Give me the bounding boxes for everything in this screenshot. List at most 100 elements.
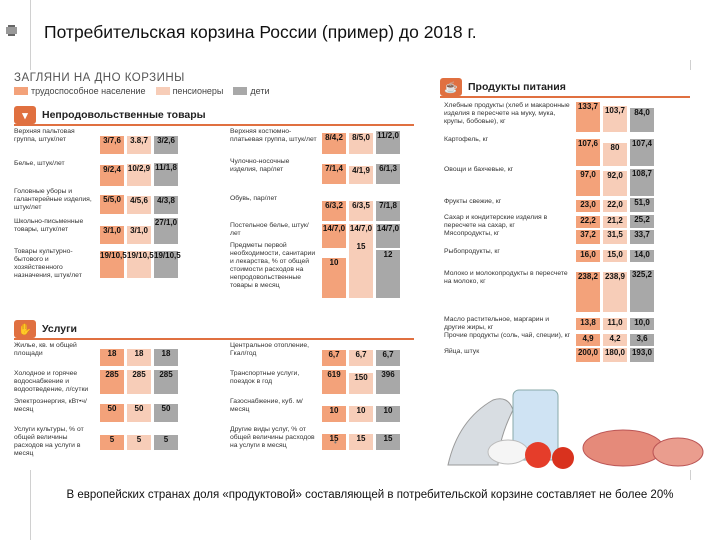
value-bar: 10 (322, 258, 346, 298)
value-label: 10 (329, 406, 339, 416)
legend-swatch (155, 87, 170, 95)
value-bar: 18 (100, 349, 124, 366)
value-label: 14/7,0 (349, 223, 373, 233)
value-label: 133,7 (577, 102, 599, 111)
sausage-icon (652, 437, 704, 467)
value-label: 7/1,8 (379, 200, 397, 210)
value-bar: 5 (154, 434, 178, 450)
slide-title: Потребительская корзина России (пример) … (44, 22, 477, 42)
row-bars: 13,8 11,0 10,0 (576, 316, 654, 330)
value-bar: 107,4 (630, 139, 654, 166)
value-bar: 238,2 (576, 271, 600, 312)
value-label: 5 (163, 434, 169, 444)
value-label: 3/7,6 (103, 136, 121, 146)
value-bar: 25,2 (630, 214, 654, 228)
value-label: 15 (329, 433, 339, 443)
value-label: 23,0 (580, 199, 596, 209)
value-bar: 14/7,0 (322, 223, 346, 248)
value-label: 3/2,6 (157, 136, 175, 146)
value-label: 10,0 (634, 318, 650, 327)
row-bars: 4,9 4,2 3,6 (576, 332, 654, 346)
value-label: 15 (356, 242, 366, 251)
value-bar: 11/1,8 (154, 163, 178, 186)
value-bar: 50 (154, 403, 178, 422)
value-bar: 19/10,5 (127, 250, 154, 278)
value-bar: 107,6 (576, 139, 600, 166)
row-label: Овощи и бахчевые, кг (444, 166, 514, 173)
value-label: 8/4,2 (325, 133, 343, 143)
value-label: 10 (383, 406, 393, 416)
value-bar: 3/7,6 (100, 136, 124, 154)
value-bar: 8/5,0 (349, 133, 373, 154)
value-bar: 80 (603, 142, 627, 166)
value-label: 6,7 (328, 350, 340, 360)
services-header: ✋ Услуги (14, 320, 414, 340)
value-bar: 396 (376, 370, 400, 394)
value-bar: 84,0 (630, 108, 654, 132)
value-bar: 31,5 (603, 230, 627, 244)
legend-working: трудоспособное население (14, 86, 146, 96)
legend: трудоспособное население пенсионеры дети (14, 86, 270, 96)
value-label: 16,0 (580, 250, 596, 259)
value-bar: 103,7 (603, 105, 627, 132)
value-label: 18 (107, 349, 117, 359)
row-bars: 18 18 18 (100, 342, 178, 366)
row-bars: 107,6 80 107,4 (576, 136, 654, 166)
value-label: 103,7 (604, 105, 626, 115)
value-bar: 18 (127, 349, 151, 366)
value-label: 3,6 (636, 334, 648, 343)
row-label: Транспортные услуги, поездок в год (230, 370, 300, 385)
value-label: 3.8,7 (130, 135, 148, 145)
value-bar: 3/2,6 (154, 136, 178, 154)
value-bar: 3,6 (630, 334, 654, 346)
row-label: Услуги культуры, % от общей величины рас… (14, 426, 84, 457)
value-label: 5/5,0 (103, 195, 121, 204)
value-bar: 22,0 (603, 199, 627, 212)
value-bar: 21,2 (603, 216, 627, 228)
value-bar: 4,9 (576, 334, 600, 346)
value-label: 6/3,5 (352, 201, 370, 211)
value-bar: 285 (154, 370, 178, 394)
value-label: 5 (109, 434, 115, 444)
value-bar: 150 (349, 372, 373, 394)
value-label: 107,6 (577, 139, 599, 149)
slide-bullet-icon (6, 25, 17, 36)
value-label: 15 (356, 433, 366, 443)
value-label: 84,0 (634, 108, 650, 118)
value-bar: 97,0 (576, 170, 600, 196)
value-bar: 133,7 (576, 102, 600, 132)
value-label: 15 (383, 433, 393, 443)
row-label: Верхняя пальтовая группа, штук/лет (14, 128, 75, 143)
row-bars: 23,0 22,0 51,9 (576, 198, 654, 212)
food-header: ☕ Продукты питания (440, 78, 690, 98)
tomato-icon (525, 442, 551, 468)
value-bar: 15 (376, 433, 400, 450)
row-label: Масло растительное, маргарин и другие жи… (444, 316, 550, 331)
value-bar: 6/3,5 (349, 201, 373, 221)
value-label: 6,7 (355, 350, 367, 360)
value-label: 200,0 (577, 348, 599, 357)
legend-pensioners: пенсионеры (155, 86, 223, 96)
row-label: Хлебные продукты (хлеб и макаронные изде… (444, 102, 570, 125)
row-label: Картофель, кг (444, 136, 489, 143)
value-label: 3/1,0 (103, 226, 121, 236)
value-label: 19/10,5 (127, 250, 154, 260)
value-label: 18 (161, 349, 171, 359)
infographic-title: ЗАГЛЯНИ НА ДНО КОРЗИНЫ (14, 72, 185, 84)
value-label: 108,7 (631, 168, 653, 178)
value-label: 33,7 (634, 230, 650, 239)
row-bars: 6/3,2 6/3,5 7/1,8 (322, 195, 400, 221)
row-label: Фрукты свежие, кг (444, 198, 502, 205)
shirt-icon: ▾ (14, 106, 36, 124)
row-bars: 9/2,4 10/2,9 11/1,8 (100, 160, 178, 186)
value-bar: 22,2 (576, 215, 600, 228)
value-label: 27/1,0 (154, 218, 178, 227)
row-bars: 50 50 50 (100, 398, 178, 422)
bulb-icon (487, 439, 529, 465)
row-bars: 3/1,0 3/1,0 27/1,0 (100, 218, 178, 244)
value-label: 22,0 (607, 199, 623, 209)
value-label: 238,2 (577, 271, 599, 281)
row-label: Чулочно-носочные изделия, пар/лет (230, 158, 290, 173)
value-label: 37,2 (580, 230, 596, 239)
value-bar: 5 (127, 434, 151, 450)
